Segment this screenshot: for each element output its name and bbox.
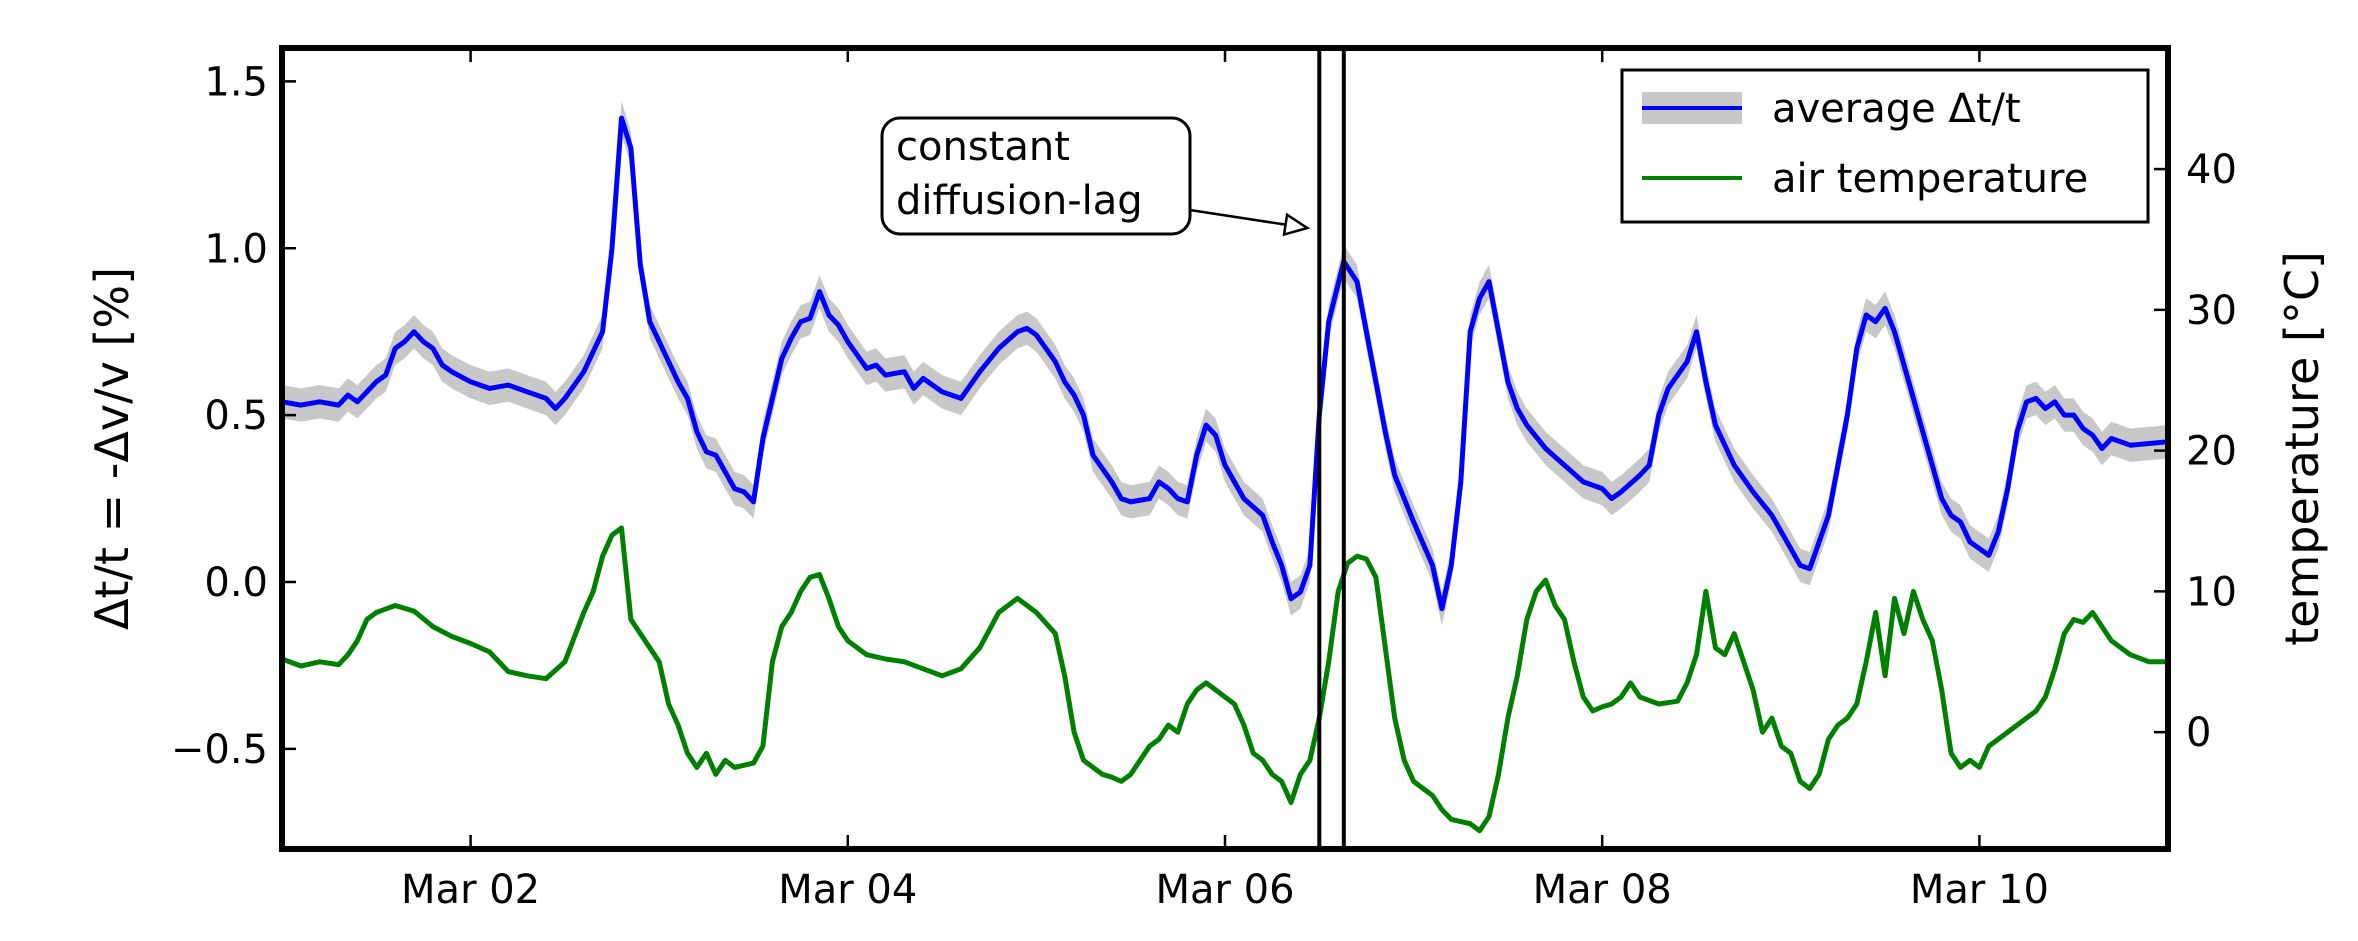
annotation-text: diffusion-lag: [896, 178, 1143, 224]
annotation-arrow-head: [1282, 212, 1311, 237]
y-tick-label-left: 0.0: [204, 560, 268, 606]
y-axis-title-left: Δt/t = -Δv/v [%]: [85, 267, 139, 630]
y-tick-label-right: 20: [2186, 429, 2237, 475]
x-tick-label: Mar 02: [401, 867, 540, 913]
annotation-box: [880, 116, 1192, 236]
y-tick-label-right: 0: [2186, 710, 2211, 756]
x-tick-label: Mar 04: [778, 867, 917, 913]
y-tick-label-right: 40: [2186, 147, 2237, 193]
axis-ticks-layer: Mar 02 Mar 04 Mar 06 Mar 08 Mar 10 −0.5 0.0 0.5…: [171, 48, 2237, 913]
x-tick-label: Mar 10: [1910, 867, 2049, 913]
y-tick-label-right: 30: [2186, 288, 2237, 334]
y-tick-label-left: 1.0: [204, 226, 268, 272]
y-tick-label-left: 1.5: [204, 59, 268, 105]
x-tick-label: Mar 06: [1155, 867, 1294, 913]
legend-label: air temperature: [1772, 156, 2088, 202]
y-tick-label-left: 0.5: [204, 393, 268, 439]
legend-label: average Δt/t: [1772, 86, 2021, 132]
vertical-lines-layer: [1317, 48, 1346, 849]
y-axis-title-right: temperature [°C]: [2275, 251, 2329, 646]
annotation-text: constant: [896, 124, 1070, 170]
legend: average Δt/t air temperature: [1620, 68, 2150, 224]
series-line: [279, 115, 2171, 612]
annotation-arrow: [1189, 208, 1286, 226]
series-lines-layer: [279, 115, 2171, 834]
y-tick-label-left: −0.5: [171, 727, 268, 773]
series-line: [279, 525, 2171, 834]
annotation: constant diffusion-lag: [880, 116, 1311, 237]
y-tick-label-right: 10: [2186, 569, 2237, 615]
x-tick-label: Mar 08: [1533, 867, 1672, 913]
